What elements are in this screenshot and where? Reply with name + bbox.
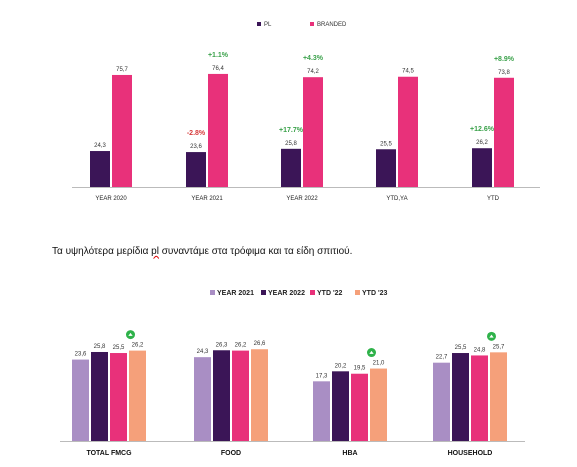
- change-label-branded: +8.9%: [494, 56, 515, 63]
- legend-swatch: [310, 290, 315, 295]
- data-label-pl: 26,2: [476, 140, 488, 146]
- data-label: 25,5: [113, 345, 125, 351]
- data-label-branded: 74,5: [402, 69, 414, 75]
- legend-label-pl: PL: [264, 22, 272, 28]
- data-label-branded: 75,7: [116, 67, 128, 73]
- data-label: 26,6: [254, 341, 266, 347]
- data-label: 26,2: [132, 343, 144, 349]
- legend-label-branded: BRANDED: [317, 22, 347, 28]
- category-share-chart: YEAR 2021 YEAR 2022 YTD '22 YTD '23 23,6 25,8…: [60, 290, 525, 457]
- x-tick-label: YTD,YA: [386, 196, 407, 202]
- data-label-pl: 25,5: [380, 141, 392, 147]
- legend-swatch-branded: [310, 22, 314, 26]
- data-label: 24,3: [197, 349, 209, 355]
- x-tick-label: TOTAL FMCG: [86, 450, 132, 457]
- bar: [110, 353, 127, 441]
- data-label: 26,3: [216, 342, 228, 348]
- x-tick-label: YTD: [487, 196, 500, 202]
- bar-branded: [208, 73, 228, 187]
- bar: [332, 371, 349, 441]
- legend-swatch-pl: [257, 22, 261, 26]
- bar-pl: [472, 148, 492, 187]
- bar-branded: [398, 76, 418, 187]
- legend-label: YTD '22: [317, 290, 343, 297]
- bar: [351, 373, 368, 441]
- change-label-pl: +17.7%: [279, 127, 304, 134]
- data-label: 20,2: [335, 363, 347, 369]
- data-label-pl: 25,8: [285, 141, 297, 147]
- data-label: 19,5: [354, 366, 366, 372]
- legend-swatch: [210, 290, 215, 295]
- change-label-branded: +1.1%: [208, 52, 229, 59]
- data-label: 21,0: [373, 361, 385, 367]
- data-label-branded: 74,2: [307, 69, 319, 75]
- bar: [452, 353, 469, 441]
- up-arrow-icon: [489, 334, 494, 338]
- data-label: 25,8: [94, 344, 106, 350]
- legend-label: YEAR 2022: [268, 290, 305, 297]
- x-tick-label: YEAR 2020: [95, 196, 127, 202]
- bar-branded: [494, 77, 514, 187]
- x-tick-label: HOUSEHOLD: [448, 450, 493, 457]
- x-tick-label: YEAR 2021: [191, 196, 223, 202]
- bar: [72, 359, 89, 441]
- bar: [313, 381, 330, 441]
- change-label-pl: +12.6%: [470, 126, 495, 133]
- data-label-branded: 73,8: [498, 70, 510, 76]
- bar: [490, 352, 507, 441]
- bar-branded: [303, 77, 323, 187]
- bar: [370, 368, 387, 441]
- bar-pl: [186, 152, 206, 187]
- data-label: 25,7: [493, 344, 505, 350]
- x-tick-label: HBA: [342, 450, 357, 457]
- legend-label: YEAR 2021: [217, 290, 254, 297]
- bar: [251, 349, 268, 441]
- data-label-pl: 23,6: [190, 144, 202, 150]
- bar-pl: [376, 149, 396, 187]
- bar-pl: [90, 151, 110, 187]
- legend-swatch: [261, 290, 266, 295]
- data-label: 22,7: [436, 355, 448, 361]
- bar: [433, 362, 450, 441]
- caption-highlight: pl: [151, 246, 159, 257]
- up-arrow-icon: [128, 332, 133, 336]
- data-label: 26,2: [235, 343, 247, 349]
- change-label-branded: +4.3%: [303, 55, 324, 62]
- data-label: 25,5: [455, 345, 467, 351]
- data-label: 24,8: [474, 347, 486, 353]
- bar-pl: [281, 148, 301, 187]
- bar-branded: [112, 74, 132, 187]
- up-arrow-icon: [369, 350, 374, 354]
- share-trend-chart: PL BRANDED 24,3 75,7 YEAR 2020 23,6 -2.8% 76,4 +…: [72, 22, 540, 202]
- bar: [194, 357, 211, 441]
- data-label: 23,6: [75, 352, 87, 358]
- data-label-pl: 24,3: [94, 143, 106, 149]
- data-label-branded: 76,4: [212, 66, 224, 72]
- bar: [129, 350, 146, 441]
- bar: [91, 351, 108, 441]
- caption-before: Τα υψηλότερα μερίδια: [52, 246, 152, 257]
- legend-swatch: [355, 290, 360, 295]
- caption-after: συναντάμε στα τρόφιμα και τα είδη σπιτιο…: [158, 246, 353, 257]
- bar: [232, 350, 249, 441]
- legend-label: YTD '23: [362, 290, 388, 297]
- x-tick-label: YEAR 2022: [286, 196, 318, 202]
- change-label-pl: -2.8%: [187, 130, 206, 137]
- data-label: 17,3: [316, 373, 328, 379]
- caption-text: Τα υψηλότερα μερίδια pl συναντάμε στα τρ…: [52, 246, 352, 257]
- bar: [471, 355, 488, 441]
- x-tick-label: FOOD: [221, 450, 241, 457]
- bar: [213, 350, 230, 441]
